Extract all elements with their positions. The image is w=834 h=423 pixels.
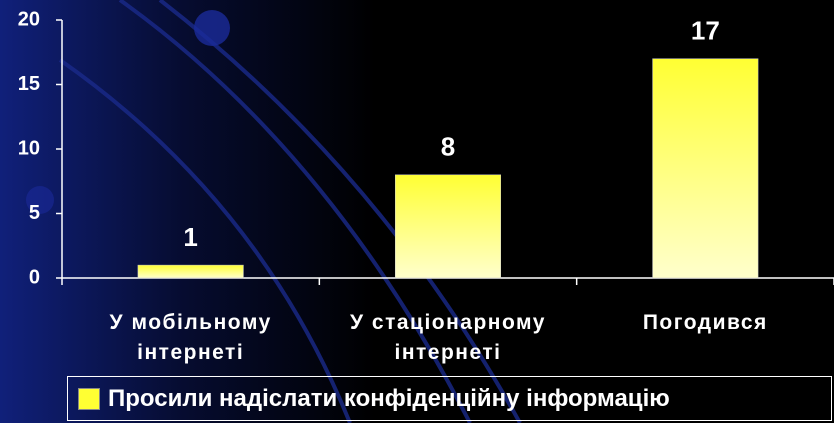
decoration-dot	[26, 186, 54, 214]
x-tick-label: У мобільному інтернеті	[109, 311, 272, 364]
legend: Просили надіслати конфіденційну інформац…	[67, 376, 832, 421]
bar	[652, 58, 759, 279]
decoration-dot	[194, 10, 230, 46]
value-label: 17	[691, 16, 720, 46]
x-tick-label: Погодився	[642, 311, 768, 334]
y-tick-label: 20	[18, 8, 40, 30]
value-label: 8	[441, 132, 455, 162]
decoration	[58, 0, 522, 423]
y-tick-label: 0	[29, 266, 40, 288]
y-tick-label: 5	[29, 202, 40, 224]
value-label: 1	[183, 222, 197, 252]
x-tick-label: У стаціонарному інтернеті	[350, 311, 546, 364]
y-tick-label: 15	[18, 73, 40, 95]
bar	[137, 264, 244, 279]
bar	[394, 174, 502, 279]
y-tick-label: 10	[18, 137, 40, 159]
legend-swatch	[78, 387, 100, 410]
legend-label: Просили надіслати конфіденційну інформац…	[108, 384, 670, 412]
